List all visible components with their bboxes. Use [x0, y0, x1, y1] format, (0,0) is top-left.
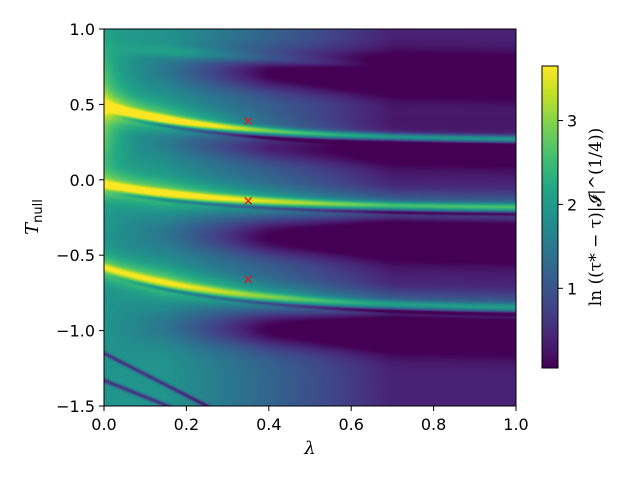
- x-axis: 0.0 0.2 0.4 0.6 0.8 1.0: [91, 406, 529, 434]
- y-axis-label: Tnull: [22, 199, 46, 235]
- x-axis-label: λ: [303, 438, 315, 459]
- svg-text:ln ((τ* − τ)|𝓘|^(1/4)): ln ((τ* − τ)|𝓘|^(1/4)): [586, 128, 606, 307]
- heatmap-image: [104, 29, 516, 406]
- x-tick-label: 0.0: [91, 415, 116, 434]
- y-axis-label-sub: null: [31, 199, 46, 223]
- colorbar-label: ln ((τ* − τ)|𝓘|^(1/4)): [586, 128, 606, 307]
- marker-x-3: [244, 275, 253, 284]
- colorbar-tick-label: 1: [567, 279, 577, 298]
- marker-x-2: [244, 196, 253, 205]
- x-tick-label: 0.2: [174, 415, 199, 434]
- colorbar-tick-label: 3: [567, 112, 577, 131]
- y-tick-label: −0.5: [56, 246, 95, 265]
- x-tick-label: 1.0: [503, 415, 528, 434]
- plot-frame: [103, 28, 517, 407]
- y-tick-label: 0.0: [70, 171, 95, 190]
- colorbar: 1 2 3 ln ((τ* − τ)|𝓘|^(1/4)): [541, 65, 606, 369]
- marker-x-1: [244, 116, 253, 125]
- heatmap-plot-area: [104, 29, 516, 406]
- y-axis-label-main: T: [22, 221, 43, 235]
- marker-layer: [244, 116, 253, 284]
- y-tick-label: −1.0: [56, 322, 95, 341]
- y-tick-label: −1.5: [56, 397, 95, 416]
- x-tick-label: 0.6: [338, 415, 363, 434]
- y-tick-label: 1.0: [70, 20, 95, 39]
- x-tick-label: 0.8: [421, 415, 446, 434]
- colorbar-tick-label: 2: [567, 195, 577, 214]
- svg-text:Tnull: Tnull: [22, 199, 46, 235]
- x-tick-label: 0.4: [256, 415, 281, 434]
- colorbar-gradient: [541, 65, 559, 369]
- y-axis: 1.0 0.5 0.0 −0.5 −1.0 −1.5: [56, 20, 104, 416]
- y-tick-label: 0.5: [70, 95, 95, 114]
- colorbar-ticks: 1 2 3: [558, 112, 577, 298]
